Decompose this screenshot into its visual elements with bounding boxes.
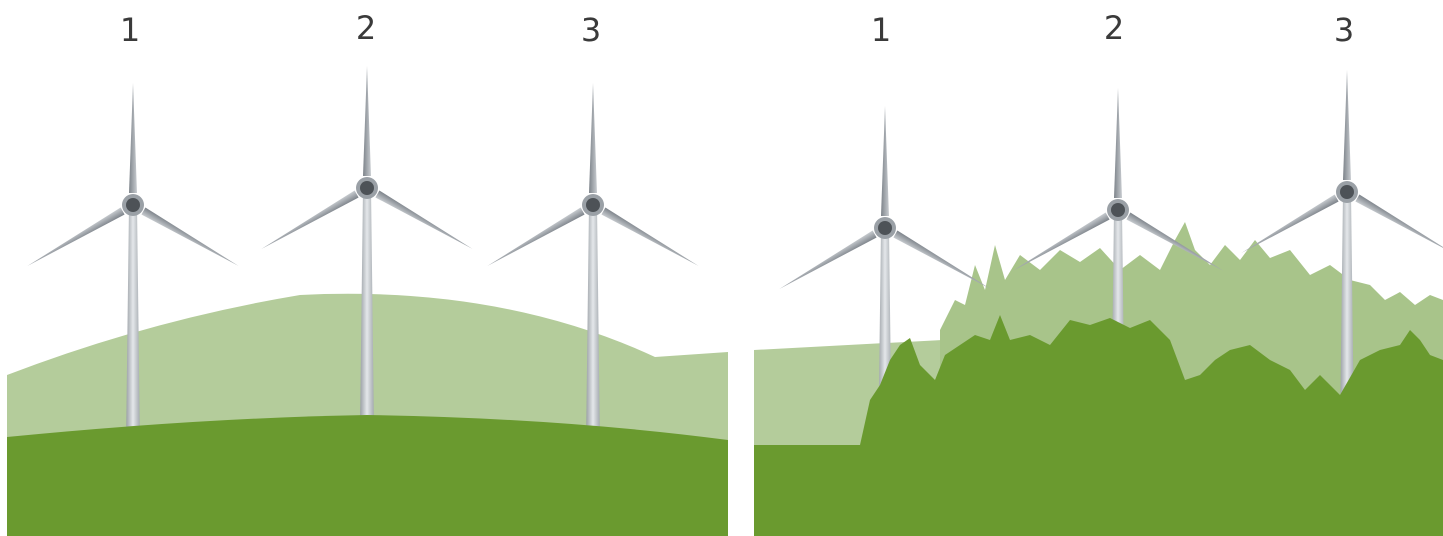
turbine-label: 1	[120, 11, 140, 49]
turbine-label: 2	[356, 9, 376, 47]
right-panel	[754, 70, 1443, 536]
turbine-label: 2	[1104, 9, 1124, 47]
illustration: 1 2 3 1 2 3	[0, 0, 1443, 536]
turbine-label: 1	[871, 11, 891, 49]
turbine-label: 3	[1334, 11, 1354, 49]
left-panel	[7, 66, 728, 536]
turbine-label: 3	[581, 11, 601, 49]
